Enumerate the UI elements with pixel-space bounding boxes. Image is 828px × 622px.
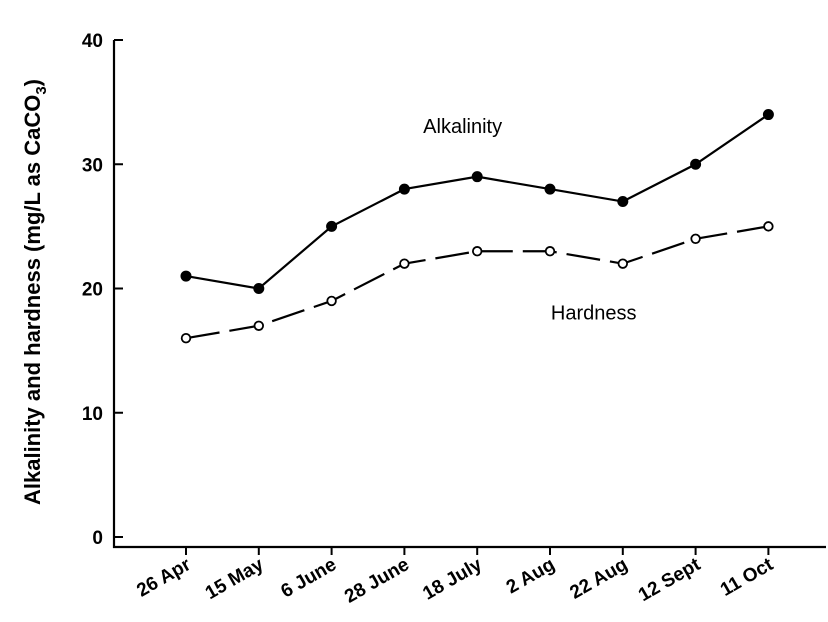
series-alkalinity — [180, 109, 774, 294]
hardness-point — [326, 295, 337, 307]
alkalinity-point — [690, 158, 702, 170]
series-layer — [180, 109, 774, 344]
series-hardness — [180, 221, 774, 344]
alkalinity-point — [398, 183, 410, 195]
hardness-point — [763, 221, 774, 232]
y-axis-title: Alkalinity and hardness (mg/L as CaCO3) — [20, 79, 50, 505]
y-axis-title-main: Alkalinity and hardness (mg/L as CaCO — [20, 95, 45, 505]
hardness-annotation: Hardness — [551, 303, 637, 325]
y-axis-title-subscript: 3 — [33, 86, 50, 94]
alkalinity-point — [253, 283, 265, 294]
annotation-layer: Alkalinity Hardness — [423, 116, 636, 324]
y-axis-title-close: ) — [20, 79, 45, 86]
y-tick-label: 0 — [92, 528, 103, 549]
alkalinity-point — [762, 109, 774, 121]
x-tick-label: 15 May — [202, 554, 268, 604]
hardness-point — [180, 333, 192, 344]
x-tick-label: 11 Oct — [717, 554, 777, 601]
x-tick-label: 6 June — [277, 554, 340, 602]
chart-axes — [112, 40, 826, 549]
x-tick-label: 18 July — [419, 554, 486, 605]
x-axis-ticks: 26 Apr 15 May 6 June 28 June 18 July 2 Aug 22 … — [133, 547, 777, 608]
y-tick-label: 10 — [82, 404, 103, 425]
hardness-point — [253, 320, 264, 331]
hardness-point — [472, 246, 483, 257]
alkalinity-point — [180, 270, 192, 282]
x-tick-label: 22 Aug — [567, 554, 632, 604]
alkalinity-annotation: Alkalinity — [423, 116, 502, 138]
y-tick-label: 40 — [82, 31, 103, 52]
x-tick-label: 12 Sept — [635, 554, 705, 606]
hardness-point — [617, 258, 629, 269]
alkalinity-line — [185, 113, 770, 290]
hardness-point — [544, 246, 556, 257]
y-tick-label: 20 — [82, 280, 103, 301]
x-tick-label: 26 Apr — [133, 554, 195, 602]
alkalinity-point — [544, 183, 556, 195]
hardness-line — [185, 225, 769, 340]
alkalinity-point — [471, 171, 483, 183]
hardness-point — [399, 258, 410, 269]
x-tick-label: 2 Aug — [503, 554, 559, 598]
y-tick-label: 30 — [82, 155, 103, 176]
y-axis-ticks: 0 10 20 30 40 — [82, 31, 123, 549]
alkalinity-point — [617, 196, 629, 208]
hardness-point — [690, 233, 701, 245]
x-tick-label: 28 June — [341, 554, 413, 608]
alkalinity-point — [326, 220, 338, 232]
